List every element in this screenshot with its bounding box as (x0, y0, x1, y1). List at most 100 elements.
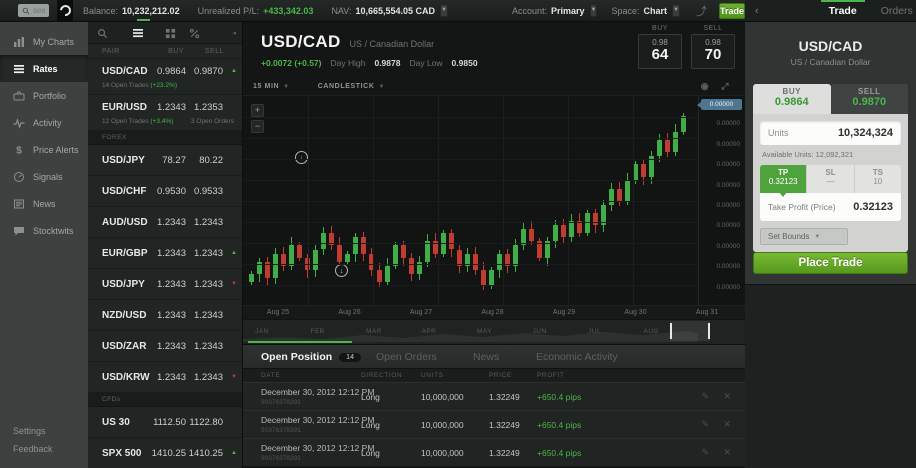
candle (673, 124, 678, 157)
candle-body (465, 253, 470, 266)
sidebar-item-signals[interactable]: Signals (0, 163, 88, 190)
tab-orders[interactable]: Orders (880, 4, 913, 17)
rates-row[interactable]: USD/KRW 1.2343 1.2343 ▼ (88, 362, 242, 393)
sidebar-item-activity[interactable]: Activity (0, 109, 88, 136)
collapse-icon[interactable]: ◂ (232, 30, 236, 37)
zoom-in-button[interactable]: + (251, 104, 264, 117)
close-icon[interactable]: ✕ (723, 447, 731, 457)
candle (409, 252, 414, 281)
space-selector[interactable]: Space: Chart (611, 5, 668, 16)
interval-dropdown[interactable]: 15 MIN ▼ (253, 82, 290, 90)
price-axis-label: 0.00000 (716, 242, 741, 250)
candle (345, 250, 350, 265)
tab-trade[interactable]: Trade (817, 0, 869, 22)
trailing-stop-segment[interactable]: TS 10 (853, 165, 901, 193)
tab-news[interactable]: News (473, 351, 500, 363)
trade-button[interactable]: Trade (718, 2, 745, 19)
account-dropdown-button[interactable]: ▼ (589, 4, 598, 17)
candle (377, 262, 382, 287)
search-icon[interactable] (96, 27, 108, 39)
buy-quote-box[interactable]: BUY 0.98 64 (638, 25, 682, 69)
units-field[interactable]: Units 10,324,324 (760, 121, 901, 145)
candle-body (385, 265, 390, 282)
available-units: Available Units: 12,092,321 (762, 150, 854, 159)
chat-icon (13, 225, 25, 237)
sidebar-item-portfolio[interactable]: Portfolio (0, 82, 88, 109)
timeline-scrubber[interactable]: JAN FEB MAR APR MAY JUN JUL AUG (243, 319, 745, 344)
rates-row[interactable]: USD/CHF 0.9530 0.9533 (88, 176, 242, 207)
sidebar-item-price-alerts[interactable]: $ Price Alerts (0, 136, 88, 163)
month-label: MAY (477, 328, 493, 335)
rates-row[interactable]: USD/ZAR 1.2343 1.2343 (88, 331, 242, 362)
candle (561, 219, 566, 244)
feedback-link[interactable]: Feedback (13, 444, 53, 454)
take-profit-price-field[interactable]: Take Profit (Price) 0.32123 (760, 193, 901, 221)
position-row[interactable]: December 30, 2012 12:12 PM 90376378391 Lon… (243, 410, 745, 438)
settings-link[interactable]: Settings (13, 426, 46, 436)
candle-body (497, 253, 502, 270)
pencil-icon[interactable]: ✎ (701, 391, 709, 401)
rates-row[interactable]: EUR/GBP 1.2343 1.2343 ▲ (88, 238, 242, 269)
grid-icon[interactable] (164, 27, 176, 39)
share-icon[interactable]: ⤴ (695, 5, 707, 18)
zoom-out-button[interactable]: − (251, 120, 264, 133)
stop-loss-segment[interactable]: SL — (806, 165, 854, 193)
sidebar-item-news[interactable]: News (0, 190, 88, 217)
candle (537, 238, 542, 261)
take-profit-segment[interactable]: TP 0.32123 (760, 165, 807, 197)
chevron-left-icon[interactable]: ‹ (755, 4, 759, 17)
timeline-selection-window[interactable] (670, 321, 710, 341)
rates-row[interactable]: AUD/USD 1.2343 1.2343 (88, 207, 242, 238)
sidebar-item-my-charts[interactable]: My Charts (0, 28, 88, 55)
sell-tab[interactable]: SELL 0.9870 (830, 84, 908, 114)
trade-panel: ‹ Trade Orders USD/CAD US / Canadian Dol… (745, 0, 916, 468)
buy-tab[interactable]: BUY 0.9864 (753, 84, 831, 114)
rates-row[interactable]: EUR/USD 1.2343 1.2353 12 Open Trades (+3.4%… (88, 95, 242, 131)
sidebar-item-rates[interactable]: Rates (0, 55, 88, 82)
pulse-icon[interactable] (188, 27, 200, 39)
position-row[interactable]: December 30, 2012 12:12 PM 90376378391 Lon… (243, 382, 745, 410)
candle (417, 255, 422, 280)
trade-marker[interactable]: ↓ (295, 151, 308, 164)
chart-style-dropdown[interactable]: CANDLESTICK ▼ (317, 82, 386, 90)
rates-row[interactable]: USD/CAD 0.9864 0.9870 ▲ 14 Open Trades (+23.… (88, 59, 242, 95)
expand-icon[interactable]: ⤢ (721, 80, 729, 91)
pencil-icon[interactable]: ✎ (701, 447, 709, 457)
close-icon[interactable]: ✕ (723, 391, 731, 401)
trade-marker[interactable]: ↓ (335, 264, 348, 277)
rates-row[interactable]: US 30 1112.50 1122.80 (88, 407, 242, 438)
position-row[interactable]: December 30, 2012 12:12 PM 90376378391 Lon… (243, 438, 745, 466)
sidebar-item-stocktwits[interactable]: Stocktwits (0, 217, 88, 244)
price-axis-label: 0.00000 (716, 263, 741, 271)
chart-canvas[interactable]: 0.00000 0.00000 0.00000 0.00000 0.00000 0.000… (243, 95, 745, 305)
tab-economic-activity[interactable]: Economic Activity (536, 351, 618, 363)
rates-row[interactable]: USD/JPY 78.27 80.22 (88, 145, 242, 176)
candle-body (313, 249, 318, 270)
rates-row[interactable]: NZD/USD 1.2343 1.2343 (88, 300, 242, 331)
search-input[interactable] (33, 6, 46, 15)
nav-dropdown-button[interactable]: ▼ (440, 4, 448, 17)
trade-form: BUY 0.9864 SELL 0.9870 Units 10,324,324 … (753, 84, 908, 252)
list-icon[interactable] (132, 27, 144, 39)
selection-handle-right[interactable] (708, 323, 710, 339)
account-selector[interactable]: Account: Primary (511, 5, 585, 16)
rates-buy-price: 1410.25 (151, 448, 186, 459)
space-dropdown-button[interactable]: ▼ (672, 4, 680, 17)
set-bounds-button[interactable]: Set Bounds ▼ (760, 228, 848, 245)
rates-row[interactable]: SPX 500 1410.25 1410.25 ▲ (88, 438, 242, 468)
tab-open-orders[interactable]: Open Orders (376, 351, 437, 363)
sell-quote-box[interactable]: SELL 0.98 70 (691, 25, 735, 69)
pencil-icon[interactable]: ✎ (701, 419, 709, 429)
rates-row[interactable]: USD/JPY 1.2343 1.2343 ▼ (88, 269, 242, 300)
place-trade-button[interactable]: Place Trade (753, 252, 908, 274)
camera-icon[interactable]: ◉ (700, 80, 710, 91)
search-box[interactable] (18, 4, 50, 17)
candle-body (473, 253, 478, 270)
close-icon[interactable]: ✕ (723, 419, 731, 429)
tab-open-position[interactable]: Open Position 14 (261, 351, 361, 363)
rates-col-buy: BUY (168, 48, 184, 55)
timeline-progress (248, 341, 352, 343)
candle (545, 237, 550, 266)
chart-header: USD/CAD US / Canadian Dollar +0.0072 (+0… (243, 22, 745, 77)
selection-handle-left[interactable] (670, 323, 672, 339)
